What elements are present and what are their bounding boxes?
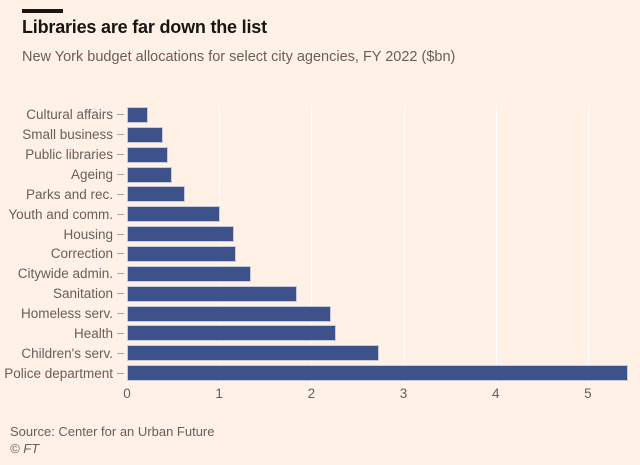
bar-row: Housing (0, 224, 634, 244)
chart-title: Libraries are far down the list (22, 17, 267, 37)
category-tick (117, 154, 124, 156)
category-tick (117, 332, 124, 334)
category-label: Correction (50, 246, 113, 262)
category-label: Public libraries (25, 147, 113, 163)
bar (127, 285, 297, 302)
category-tick (117, 313, 124, 315)
bar-area (127, 265, 634, 282)
bar-row: Ageing (0, 165, 634, 185)
x-axis-tick-label: 3 (399, 386, 408, 401)
category-tick (117, 253, 124, 255)
gridline (495, 105, 497, 389)
bar-row: Cultural affairs (0, 105, 634, 125)
category-tick (117, 372, 124, 374)
category-tick (117, 193, 124, 195)
x-axis-tick-label: 0 (123, 386, 131, 401)
category-label: Sanitation (52, 286, 113, 302)
bar-area (127, 325, 634, 342)
bar (127, 126, 163, 143)
bar-row: Sanitation (0, 284, 634, 304)
bar (127, 146, 168, 163)
x-axis-tick-label: 4 (491, 386, 500, 401)
bar (127, 305, 331, 322)
category-tick (117, 134, 124, 136)
category-label: Health (73, 325, 113, 341)
bar (127, 206, 221, 223)
bar-row: Correction (0, 244, 634, 264)
bar-area (127, 126, 634, 143)
bar-area (127, 345, 634, 362)
bar-chart: Cultural affairs Small business Public lib… (0, 105, 634, 383)
bar (127, 345, 379, 362)
category-tick (117, 213, 124, 215)
gridline (587, 105, 589, 389)
category-label: Parks and rec. (25, 186, 113, 202)
bar-area (127, 146, 634, 163)
bar (127, 245, 236, 262)
gridline (403, 105, 405, 389)
bar-area (127, 206, 634, 223)
bar (127, 365, 629, 382)
category-label: Ageing (70, 167, 113, 182)
bar-area (127, 106, 634, 123)
category-tick (117, 233, 124, 235)
title-accent-bar (22, 9, 63, 13)
bar-row: Health (0, 323, 634, 343)
category-label: Youth and comm. (8, 206, 113, 222)
bar-row: Police department (0, 363, 634, 383)
bar-area (127, 365, 634, 382)
bar-area (127, 285, 634, 302)
category-label: Small business (22, 127, 113, 143)
category-label: Housing (63, 226, 113, 242)
category-tick (117, 114, 124, 116)
bar (127, 166, 173, 183)
category-label: Children's serv. (21, 345, 113, 361)
category-label: Police department (4, 365, 113, 381)
category-tick (117, 352, 124, 354)
ft-copyright: © FT (10, 441, 40, 456)
bar-area (127, 245, 634, 262)
category-label: Cultural affairs (26, 107, 113, 123)
bar-row: Small business (0, 125, 634, 145)
bar-row: Public libraries (0, 145, 634, 165)
category-tick (117, 174, 124, 175)
category-tick (117, 293, 124, 295)
bar-area (127, 186, 634, 203)
gridline (311, 105, 313, 389)
x-axis-tick-label: 2 (307, 386, 316, 401)
bar (127, 226, 234, 243)
bar-row: Parks and rec. (0, 184, 634, 204)
bar (127, 106, 149, 123)
bar-row: Children's serv. (0, 343, 634, 363)
bar-area (127, 305, 634, 322)
category-label: Homeless serv. (20, 306, 113, 322)
bar-row: Homeless serv. (0, 304, 634, 324)
source-note: Source: Center for an Urban Future (10, 424, 215, 439)
x-axis-tick-label: 1 (215, 386, 223, 401)
x-axis: 0 1 2 3 4 5 (123, 386, 634, 402)
bar (127, 265, 252, 282)
bar-row: Citywide admin. (0, 264, 634, 284)
bar-area (127, 226, 634, 243)
category-tick (117, 273, 124, 275)
x-axis-tick-label: 5 (584, 386, 592, 401)
bar-area (127, 166, 634, 183)
chart-subtitle: New York budget allocations for select c… (22, 49, 456, 65)
bar-row: Youth and comm. (0, 204, 634, 224)
bar (127, 325, 337, 342)
category-label: Citywide admin. (17, 266, 113, 282)
bar (127, 186, 186, 203)
